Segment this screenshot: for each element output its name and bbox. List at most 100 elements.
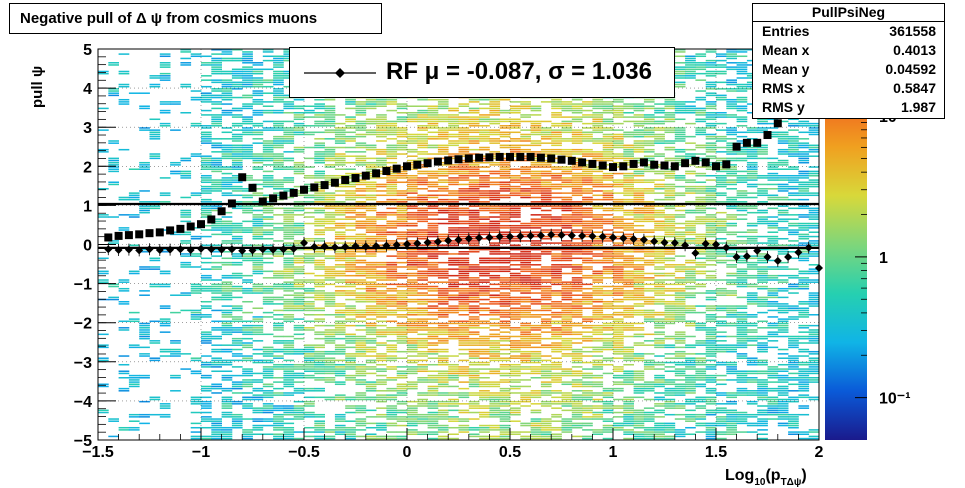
heatmap-cell (479, 261, 490, 264)
heatmap-cell (314, 131, 325, 134)
heatmap-cell (530, 140, 542, 142)
heatmap-cell (324, 366, 336, 368)
heatmap-cell (365, 144, 377, 147)
heatmap-cell (592, 363, 604, 366)
heatmap-cell (510, 159, 521, 162)
heatmap-cell (365, 350, 377, 353)
heatmap-cell (396, 316, 408, 318)
heatmap-cell (242, 385, 253, 388)
heatmap-cell (283, 257, 295, 260)
heatmap-cell (180, 196, 192, 199)
heatmap-cell (273, 340, 284, 342)
heatmap-cell (592, 281, 604, 283)
heatmap-cell (571, 394, 583, 396)
heatmap-cell (407, 366, 418, 368)
heatmap-cell (149, 138, 161, 140)
heatmap-cell (602, 148, 614, 151)
heatmap-cell (345, 222, 356, 225)
heatmap-cell (221, 429, 233, 431)
heatmap-cell (458, 155, 470, 157)
heatmap-cell (592, 331, 604, 333)
heatmap-cell (592, 309, 604, 312)
heatmap-cell (221, 322, 233, 325)
heatmap-cell (283, 131, 295, 134)
heatmap-cell (602, 327, 614, 329)
heatmap-cell (437, 357, 449, 359)
heatmap-cell (613, 429, 624, 431)
heatmap-cell (417, 98, 428, 101)
heatmap-cell (231, 77, 243, 79)
heatmap-cell (582, 207, 593, 210)
heatmap-cell (437, 211, 449, 214)
heatmap-cell (314, 379, 325, 381)
heatmap-cell (582, 168, 593, 170)
heatmap-cell (231, 153, 243, 155)
heatmap-cell (355, 142, 367, 144)
heatmap-cell (582, 266, 593, 268)
heatmap-cell (386, 214, 398, 216)
heatmap-cell (407, 311, 418, 314)
heatmap-cell (345, 333, 356, 336)
heatmap-cell (510, 413, 521, 416)
heatmap-cell (355, 429, 367, 431)
heatmap-cell (128, 272, 140, 275)
heatmap-cell (602, 329, 614, 331)
heatmap-cell (386, 300, 398, 303)
heatmap-cell (252, 77, 264, 79)
heatmap-cell (530, 409, 542, 412)
heatmap-cell (468, 166, 480, 168)
heatmap-cell (602, 318, 614, 320)
heatmap-cell (592, 120, 604, 123)
heatmap-cell (108, 88, 119, 90)
heatmap-cell (448, 233, 459, 236)
heatmap-cell (283, 370, 295, 373)
heatmap-cell (520, 324, 531, 327)
heatmap-cell (427, 285, 439, 288)
heatmap-cell (468, 307, 480, 310)
heatmap-cell (396, 331, 408, 333)
heatmap-cell (499, 292, 511, 294)
heatmap-cell (499, 183, 511, 186)
heatmap-cell (571, 353, 583, 355)
heatmap-cell (510, 316, 521, 318)
heatmap-cell (499, 381, 511, 383)
heatmap-cell (427, 135, 439, 138)
heatmap-cell (324, 381, 336, 383)
heatmap-cell (273, 72, 284, 75)
heatmap-cell (355, 159, 367, 162)
heatmap-cell (252, 264, 264, 266)
heatmap-cell (221, 231, 233, 233)
heatmap-cell (510, 214, 521, 216)
heatmap-cell (262, 81, 274, 84)
heatmap-cell (190, 253, 202, 255)
heatmap-cell (386, 331, 398, 333)
heatmap-cell (386, 190, 398, 192)
heatmap-cell (365, 231, 377, 233)
heatmap-cell (386, 277, 398, 279)
heatmap-cell (458, 324, 470, 327)
heatmap-cell (510, 400, 521, 403)
heatmap-cell (592, 218, 604, 220)
heatmap-cell (231, 96, 243, 99)
heatmap-cell (407, 253, 418, 255)
heatmap-cell (417, 116, 428, 118)
heatmap-cell (221, 257, 233, 260)
heatmap-cell (242, 68, 253, 71)
heatmap-cell (334, 303, 346, 305)
heatmap-cell (376, 357, 387, 359)
heatmap-cell (468, 211, 480, 214)
heatmap-cell (283, 75, 295, 77)
heatmap-cell (252, 103, 264, 105)
heatmap-cell (211, 268, 222, 270)
heatmap-cell (458, 374, 470, 377)
heatmap-cell (427, 231, 439, 233)
heatmap-cell (221, 416, 233, 418)
heatmap-cell (252, 79, 264, 81)
heatmap-cell (221, 361, 233, 364)
heatmap-cell (396, 420, 408, 422)
heatmap-cell (345, 242, 356, 244)
heatmap-cell (396, 300, 408, 303)
heatmap-cell (149, 285, 161, 288)
heatmap-cell (273, 274, 284, 277)
heatmap-cell (211, 96, 222, 99)
